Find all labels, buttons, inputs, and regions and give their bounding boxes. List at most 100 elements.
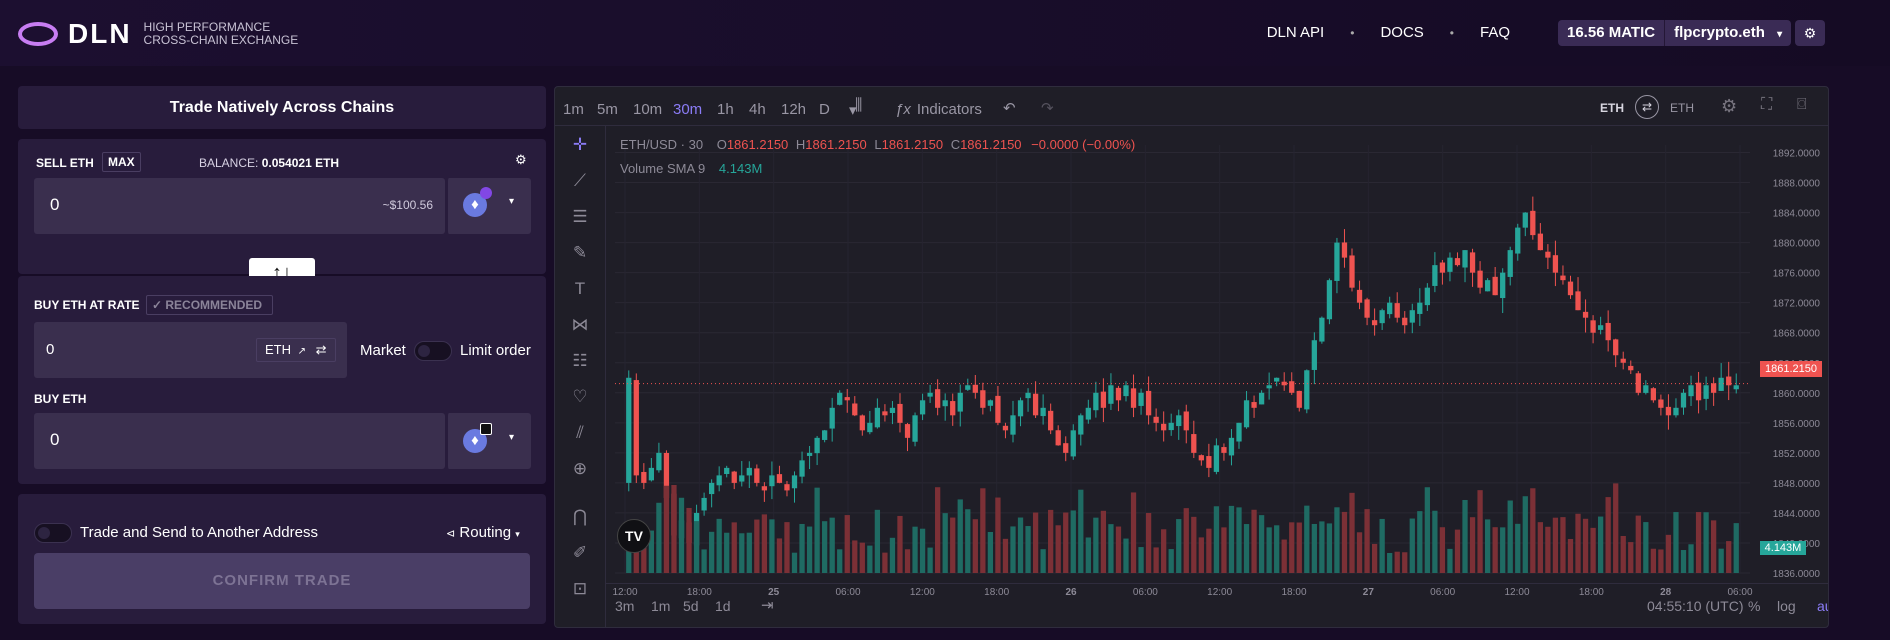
chart-bottom-bar: 3m 1m 5d 1d ⇥ 04:55:10 (UTC)% log auto (605, 583, 1828, 627)
x-tick-label: 18:00 (984, 587, 1009, 598)
candle (806, 452, 813, 456)
volume-bar (1236, 507, 1242, 573)
crosshair-icon[interactable]: ✛ (572, 135, 588, 154)
volume-bar (1093, 517, 1099, 573)
range-3m[interactable]: 3m (615, 598, 635, 614)
max-button[interactable]: MAX (102, 152, 141, 172)
volume-bar (814, 487, 820, 573)
confirm-trade-button[interactable]: CONFIRM TRADE (34, 553, 530, 609)
interval-dropdown-icon[interactable]: ▾ (849, 102, 857, 119)
auto-scale-button[interactable]: auto (1817, 598, 1828, 614)
goto-date-icon[interactable]: ⇥ (761, 597, 774, 614)
brush-icon[interactable]: ✎ (572, 243, 588, 262)
volume-bar (1341, 511, 1348, 573)
volume-bar (1213, 506, 1220, 573)
text-icon[interactable]: T (574, 279, 586, 298)
interval-12h[interactable]: 12h (781, 101, 807, 118)
pattern-icon[interactable]: ⋈ (571, 315, 589, 334)
wallet-account[interactable]: flpcrypto.eth ▾ (1664, 20, 1792, 46)
candle (1108, 385, 1114, 404)
rate-token-toggle[interactable]: ETH ↗ ⇄ (256, 338, 336, 362)
redo-icon[interactable]: ↷ (1041, 100, 1054, 117)
candle (1198, 455, 1204, 461)
ruler-icon[interactable]: ⫽ (576, 423, 584, 442)
candle (648, 467, 655, 481)
volume-bar (648, 530, 655, 573)
candle-type-icon[interactable]: ⫼ (855, 97, 863, 114)
nav-docs[interactable]: DOCS (1380, 24, 1424, 41)
order-type-toggle[interactable] (414, 341, 452, 361)
logo[interactable]: DLN HIGH PERFORMANCE CROSS-CHAIN EXCHANG… (18, 18, 298, 50)
pair-right[interactable]: ETH (1670, 101, 1694, 115)
candle (746, 467, 752, 476)
indicators-button[interactable]: ƒx Indicators (895, 101, 982, 118)
nav-dln-api[interactable]: DLN API (1266, 24, 1325, 41)
percent-scale-button[interactable]: % (1748, 598, 1761, 614)
zoom-icon[interactable]: ⊕ (572, 459, 588, 478)
interval-1m[interactable]: 1m (563, 101, 584, 118)
volume-bar (678, 497, 685, 573)
volume-bar (1567, 538, 1574, 573)
volume-bar (1582, 518, 1589, 573)
candle (1635, 373, 1641, 393)
recommended-badge[interactable]: ✓ RECOMMENDED (146, 295, 274, 315)
candle (1628, 365, 1634, 371)
range-5d[interactable]: 5d (683, 598, 699, 614)
candle (1010, 415, 1016, 435)
lock-icon[interactable]: ⊡ (572, 579, 588, 598)
pair-left[interactable]: ETH (1600, 101, 1624, 115)
routing-icon: ⊲ (446, 528, 456, 540)
volume-bar (1387, 552, 1393, 573)
y-tick-label: 1884.0000 (1773, 209, 1821, 220)
volume-bar (1733, 523, 1739, 573)
position-icon[interactable]: ☷ (572, 351, 588, 370)
lock-draw-icon[interactable]: ✐ (572, 543, 588, 562)
buy-amount-field[interactable]: 0 (34, 413, 445, 469)
favorite-icon[interactable]: ♡ (572, 387, 588, 406)
candle (1100, 391, 1107, 408)
interval-30m[interactable]: 30m (673, 101, 703, 118)
fullscreen-icon[interactable]: ⛶ (1761, 96, 1773, 113)
x-tick-label: 12:00 (910, 587, 935, 598)
range-1m[interactable]: 1m (651, 598, 671, 614)
volume-bar (1130, 492, 1137, 573)
sell-amount-field[interactable]: 0 ~$100.56 (34, 178, 445, 234)
x-tick-label: 18:00 (1281, 587, 1306, 598)
chart-settings-icon[interactable]: ⚙ (1721, 96, 1738, 116)
interval-4h[interactable]: 4h (749, 101, 766, 118)
volume-bar (1032, 512, 1039, 573)
magnet-icon[interactable]: ⋂ (573, 507, 587, 526)
rate-field[interactable]: 0 ETH ↗ ⇄ (34, 322, 347, 378)
swap-pair-icon[interactable]: ⇄ (1635, 95, 1659, 119)
interval-5m[interactable]: 5m (597, 101, 618, 118)
range-1d[interactable]: 1d (715, 598, 731, 614)
candlestick-chart[interactable]: 1892.0000 1888.0000 1884.0000 1880.0000 1876… (555, 125, 1828, 627)
sell-token-select[interactable]: ♦ ▾ (446, 178, 531, 234)
log-scale-button[interactable]: log (1777, 598, 1796, 614)
trendline-icon[interactable]: ⟋ (574, 171, 586, 190)
candle (1349, 255, 1355, 288)
wallet-pill[interactable]: 16.56 MATIC flpcrypto.eth ▾ (1558, 20, 1792, 46)
interval-1h[interactable]: 1h (717, 101, 734, 118)
gear-icon[interactable]: ⚙ (515, 152, 527, 167)
volume-bar (724, 532, 730, 573)
candle (769, 475, 775, 487)
fib-icon[interactable]: ☰ (572, 207, 588, 226)
nav-faq[interactable]: FAQ (1479, 24, 1510, 41)
volume-bar (1590, 527, 1596, 573)
candle (1032, 393, 1039, 416)
interval-10m[interactable]: 10m (633, 101, 663, 118)
volume-bar (671, 484, 677, 573)
buy-token-select[interactable]: ♦ ▾ (446, 413, 531, 469)
utc-time[interactable]: 04:55:10 (UTC) (1647, 598, 1744, 614)
undo-icon[interactable]: ↶ (1003, 100, 1016, 117)
interval-D[interactable]: D (819, 101, 830, 118)
send-to-address-toggle[interactable] (34, 523, 72, 543)
volume-bar (889, 537, 896, 573)
candle (829, 407, 835, 429)
candle (761, 486, 768, 491)
candle (1507, 250, 1513, 277)
routing-button[interactable]: ⊲ Routing ▾ (446, 524, 520, 541)
settings-button[interactable]: ⚙ (1795, 20, 1825, 46)
camera-icon[interactable]: ⌼ (1797, 96, 1807, 113)
